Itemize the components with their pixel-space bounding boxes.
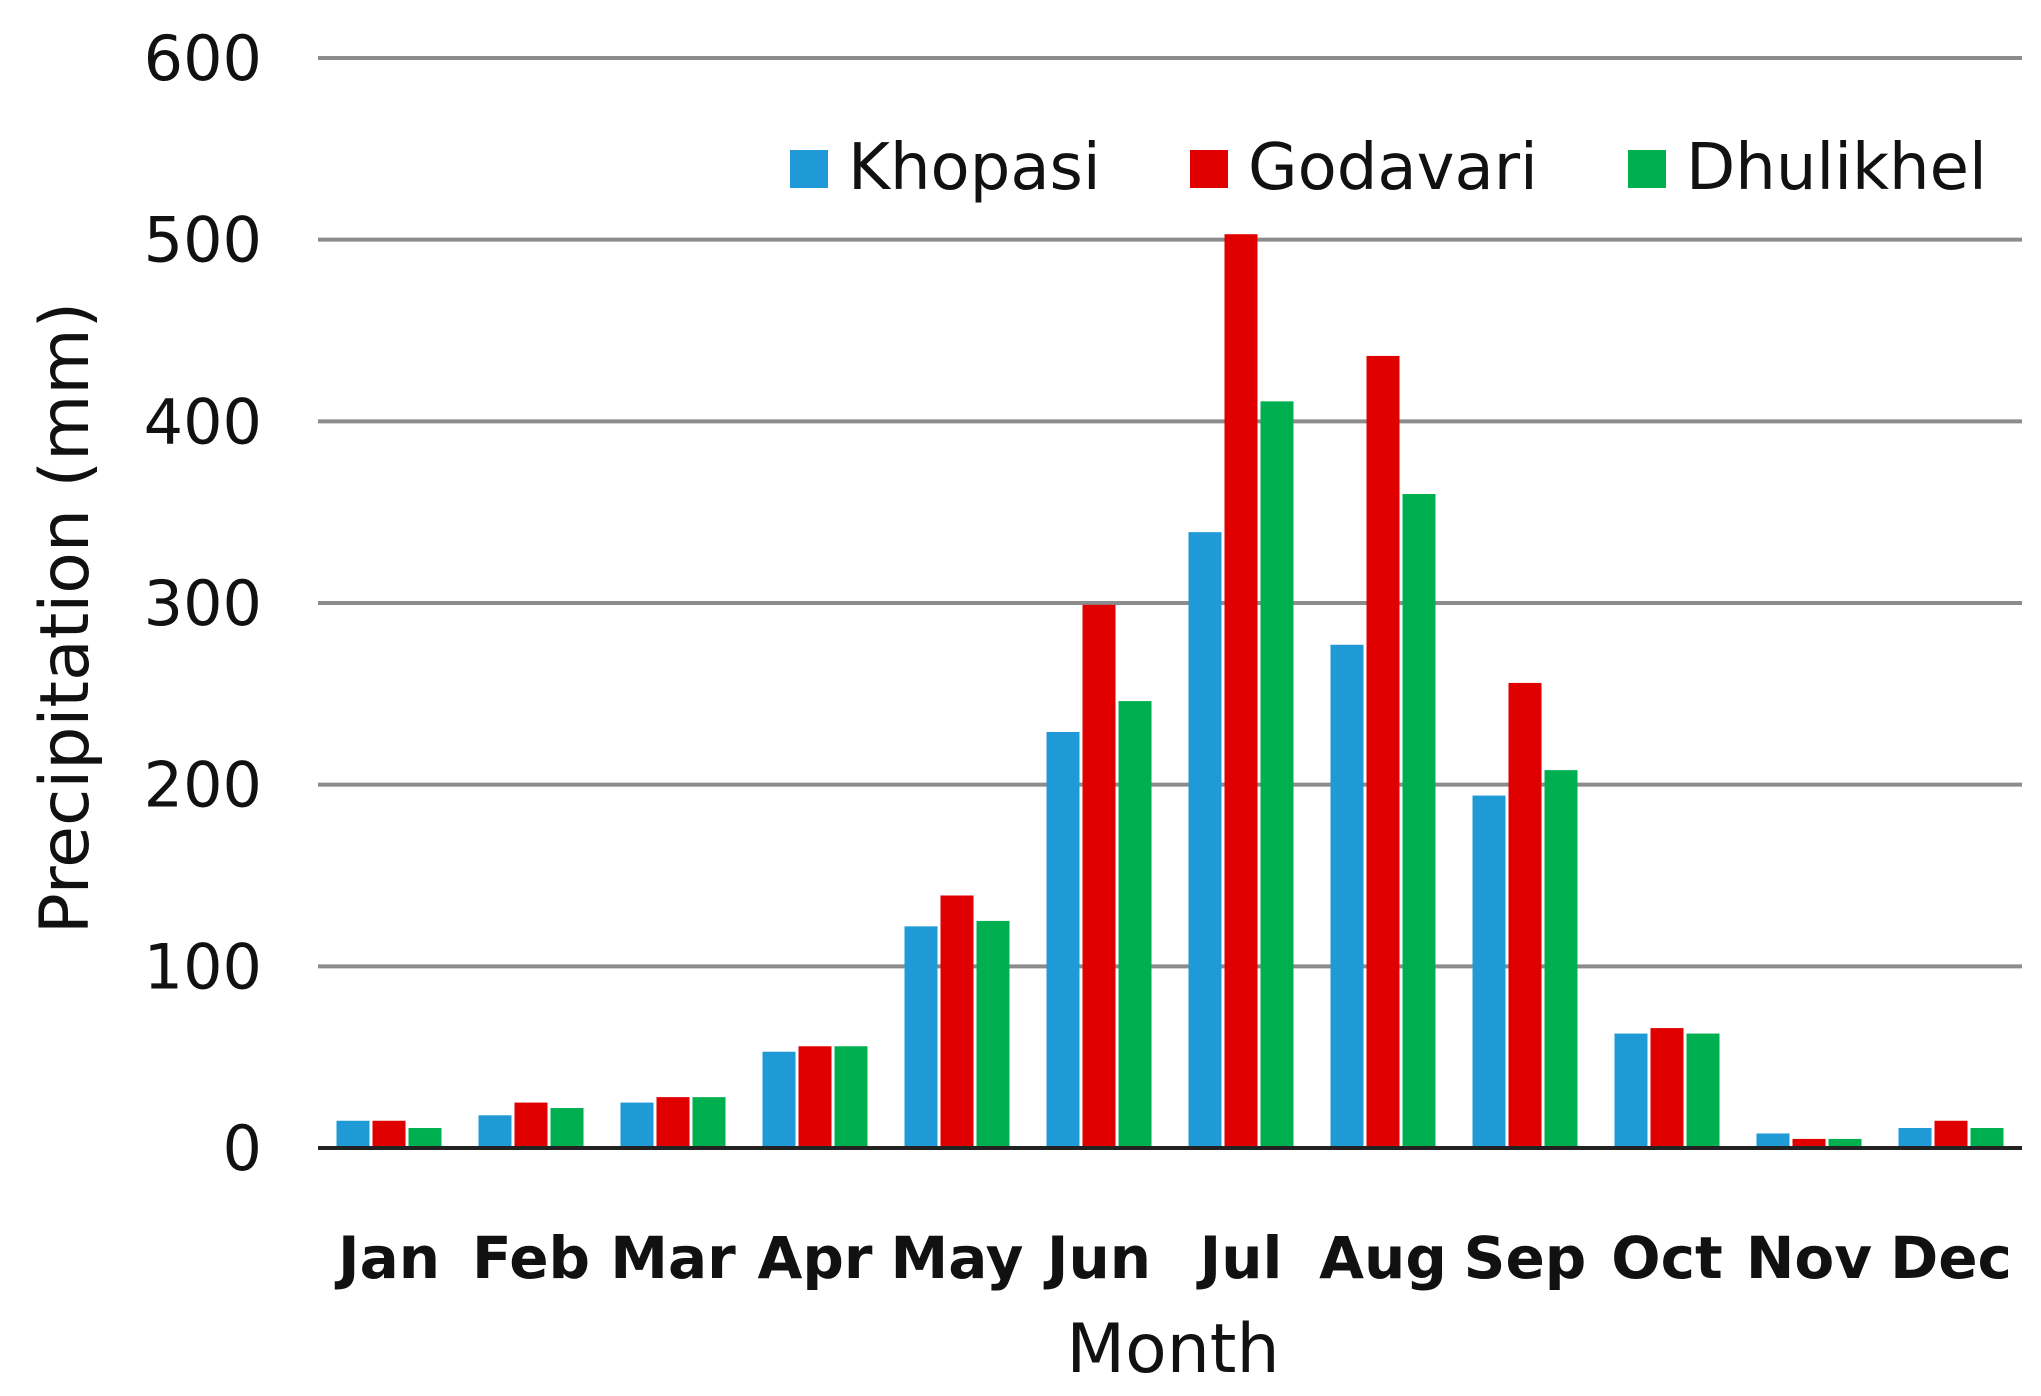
bar-dhulikhel-feb: [550, 1108, 584, 1148]
x-axis-title: Month: [1066, 1310, 1279, 1389]
bar-dhulikhel-apr: [834, 1046, 868, 1148]
bar-godavari-feb: [514, 1102, 548, 1148]
bar-godavari-jul: [1224, 234, 1258, 1148]
bar-godavari-jan: [372, 1120, 406, 1148]
bar-khopasi-jun: [1046, 731, 1080, 1148]
bar-godavari-dec: [1934, 1120, 1968, 1148]
bar-dhulikhel-sep: [1544, 770, 1578, 1148]
x-tick-label: Jul: [1196, 1224, 1283, 1292]
x-tick-label: May: [891, 1224, 1024, 1292]
axes: 0 100 200 300 400 500 600 Jan Feb Mar Apr May Jun Jul…: [144, 22, 2022, 1292]
bars: [336, 234, 2004, 1149]
bar-khopasi-sep: [1472, 795, 1506, 1148]
bar-khopasi-mar: [620, 1102, 654, 1148]
bar-khopasi-dec: [1898, 1128, 1932, 1148]
legend-label-godavari: Godavari: [1248, 131, 1538, 205]
legend-swatch-khopasi: [790, 150, 828, 188]
y-tick-label: 400: [144, 385, 262, 458]
x-tick-label: Aug: [1319, 1224, 1447, 1292]
y-tick-label: 300: [144, 567, 262, 640]
y-tick-label: 200: [144, 749, 262, 822]
bar-godavari-aug: [1366, 355, 1400, 1148]
bar-khopasi-jan: [336, 1120, 370, 1148]
bar-khopasi-nov: [1756, 1133, 1790, 1148]
legend: Khopasi Godavari Dhulikhel: [790, 131, 1987, 205]
x-tick-label: Jun: [1043, 1224, 1151, 1292]
legend-label-dhulikhel: Dhulikhel: [1686, 131, 1987, 205]
bar-dhulikhel-may: [976, 920, 1010, 1148]
bar-dhulikhel-mar: [692, 1097, 726, 1148]
bar-godavari-jun: [1082, 604, 1116, 1148]
legend-label-khopasi: Khopasi: [848, 131, 1101, 205]
grid-lines: [318, 56, 2022, 969]
bar-dhulikhel-jan: [408, 1128, 442, 1148]
bar-dhulikhel-jun: [1118, 701, 1152, 1148]
legend-swatch-godavari: [1190, 150, 1228, 188]
x-tick-label: Jan: [334, 1224, 440, 1292]
bar-khopasi-may: [904, 926, 938, 1148]
bar-khopasi-aug: [1330, 644, 1364, 1148]
bar-godavari-sep: [1508, 682, 1542, 1148]
bar-godavari-nov: [1792, 1138, 1826, 1148]
y-axis-title: Precipitation (mm): [26, 302, 105, 934]
bar-khopasi-oct: [1614, 1033, 1648, 1148]
bar-godavari-mar: [656, 1097, 690, 1148]
bar-dhulikhel-dec: [1970, 1128, 2004, 1148]
y-tick-label: 500: [144, 204, 262, 277]
x-tick-label: Nov: [1746, 1224, 1872, 1292]
x-tick-label: Dec: [1890, 1224, 2012, 1292]
bar-khopasi-jul: [1188, 532, 1222, 1148]
x-tick-label: Mar: [610, 1224, 736, 1292]
bar-khopasi-apr: [762, 1051, 796, 1148]
bar-khopasi-feb: [478, 1115, 512, 1148]
bar-godavari-oct: [1650, 1028, 1684, 1148]
bar-dhulikhel-nov: [1828, 1138, 1862, 1148]
x-tick-label: Oct: [1611, 1224, 1722, 1292]
bar-godavari-may: [940, 895, 974, 1148]
x-tick-label: Feb: [472, 1224, 590, 1292]
x-tick-label: Apr: [757, 1224, 872, 1292]
bar-dhulikhel-aug: [1402, 494, 1436, 1148]
y-tick-label: 100: [144, 930, 262, 1003]
bar-godavari-apr: [798, 1046, 832, 1148]
bar-dhulikhel-oct: [1686, 1033, 1720, 1148]
legend-swatch-dhulikhel: [1628, 150, 1666, 188]
bar-dhulikhel-jul: [1260, 401, 1294, 1149]
y-tick-label: 600: [144, 22, 262, 95]
x-tick-label: Sep: [1464, 1224, 1587, 1292]
y-tick-label: 0: [223, 1112, 262, 1185]
